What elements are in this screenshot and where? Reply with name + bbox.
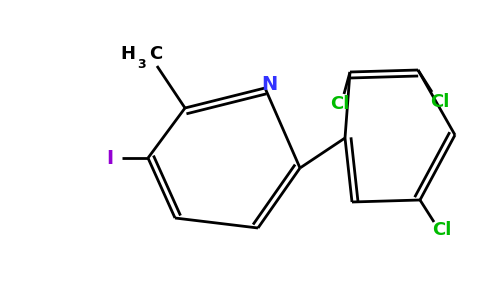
Text: Cl: Cl [430,93,450,111]
Text: 3: 3 [137,58,146,71]
Text: Cl: Cl [330,95,349,113]
Text: C: C [149,45,162,63]
Text: Cl: Cl [432,221,452,239]
Text: H: H [120,45,135,63]
Text: I: I [106,148,114,167]
Text: N: N [261,74,277,94]
